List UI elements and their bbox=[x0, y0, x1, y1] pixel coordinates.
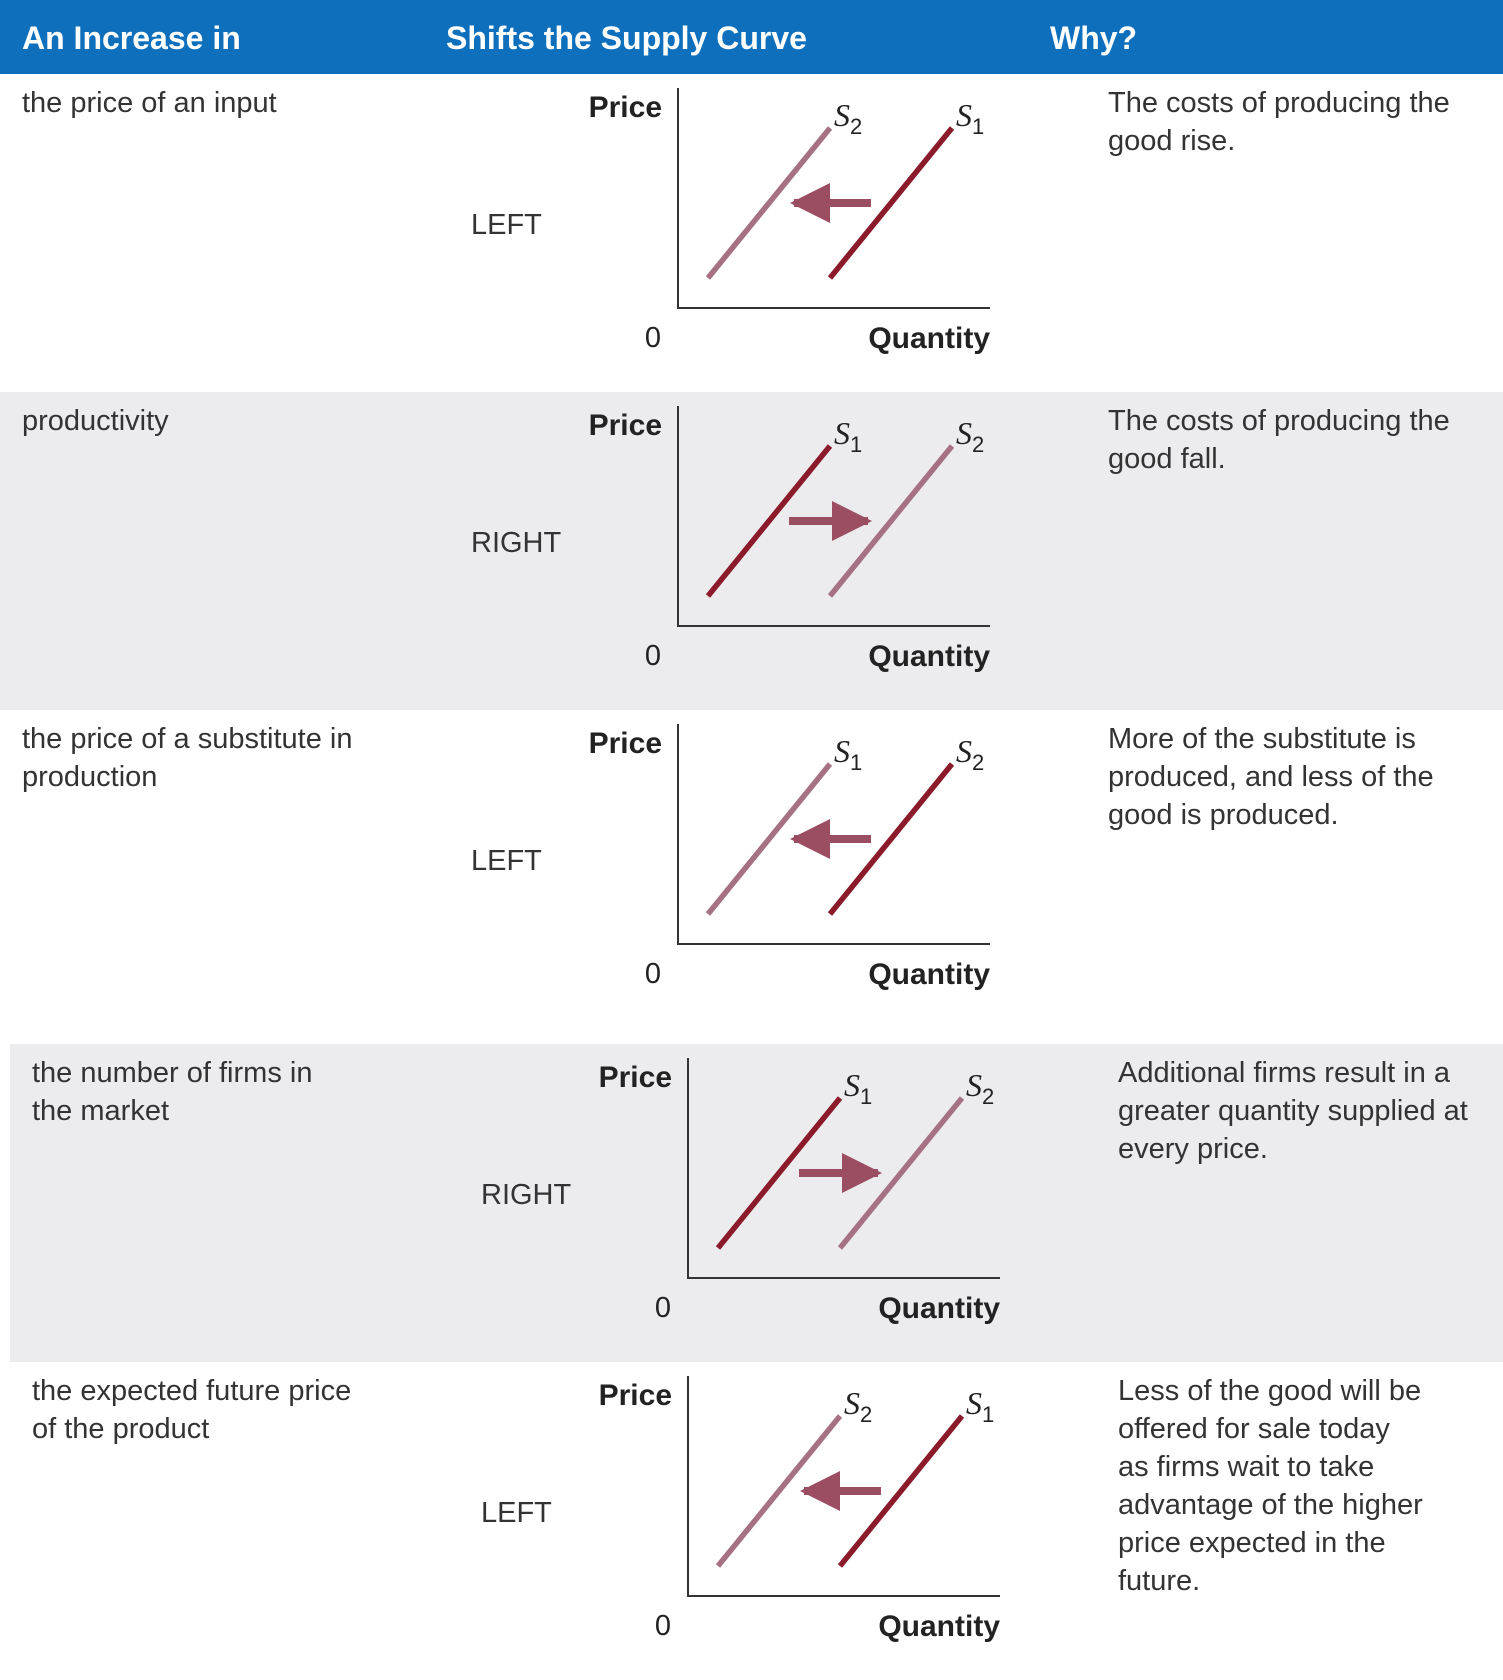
why-line: greater quantity supplied at bbox=[1118, 1095, 1468, 1127]
curve-label-subscript: 2 bbox=[982, 1084, 994, 1109]
why-text: Additional firms result in a greater qua… bbox=[1118, 1054, 1503, 1168]
supply-curve-right bbox=[837, 1096, 965, 1250]
y-axis-label: Price bbox=[589, 409, 662, 442]
curve-label-subscript: 2 bbox=[860, 1402, 872, 1427]
why-line: advantage of the higher bbox=[1118, 1489, 1423, 1521]
origin-label: 0 bbox=[645, 322, 661, 354]
y-axis-label: Price bbox=[589, 91, 662, 124]
why-line: Additional firms result in a bbox=[1118, 1057, 1451, 1089]
why-line: The costs of producing the bbox=[1108, 87, 1450, 119]
x-axis-label: Quantity bbox=[868, 958, 990, 991]
cause-line: the market bbox=[32, 1095, 169, 1127]
shift-direction: RIGHT bbox=[481, 1179, 572, 1211]
header-increase-in: An Increase in bbox=[22, 20, 241, 56]
curve-label-right: S2 bbox=[956, 415, 984, 457]
curve-label-subscript: 2 bbox=[972, 750, 984, 775]
origin-label: 0 bbox=[655, 1610, 671, 1642]
supply-shift-graph: Price Quantity 0 S1 S2 bbox=[589, 724, 990, 991]
supply-curve-left bbox=[715, 1096, 843, 1250]
supply-curve-right bbox=[827, 444, 955, 598]
curve-label-subscript: 2 bbox=[972, 432, 984, 457]
table-header: An Increase in Shifts the Supply Curve W… bbox=[0, 0, 1503, 74]
why-line: price expected in the bbox=[1118, 1527, 1386, 1559]
why-line: Less of the good will be bbox=[1118, 1375, 1422, 1407]
supply-curve-left bbox=[705, 762, 833, 916]
cause-text: the price of an input bbox=[22, 84, 277, 122]
curve-label-subscript: 2 bbox=[850, 114, 862, 139]
shift-direction: RIGHT bbox=[471, 527, 562, 559]
cause-line: of the product bbox=[32, 1413, 210, 1445]
cause-text: the number of firms in the market bbox=[32, 1054, 312, 1130]
cause-line: production bbox=[22, 761, 158, 793]
curve-label-right: S2 bbox=[966, 1067, 994, 1109]
curve-label-subscript: 1 bbox=[860, 1084, 872, 1109]
why-line: good fall. bbox=[1108, 443, 1226, 475]
shift-direction: LEFT bbox=[471, 845, 542, 877]
supply-curve-right bbox=[827, 762, 955, 916]
why-line: good rise. bbox=[1108, 125, 1236, 157]
table-row: the price of an input LEFT The costs of … bbox=[0, 74, 1503, 392]
curve-label-subscript: 1 bbox=[982, 1402, 994, 1427]
why-line: good is produced. bbox=[1108, 799, 1339, 831]
supply-curve-right bbox=[837, 1414, 965, 1568]
curve-label-left: S1 bbox=[844, 1067, 872, 1109]
cause-text: the price of a substitute in production bbox=[22, 720, 352, 796]
cause-line: the expected future price bbox=[32, 1375, 352, 1407]
x-axis-label: Quantity bbox=[868, 322, 990, 355]
header-shifts-supply-curve: Shifts the Supply Curve bbox=[446, 20, 807, 56]
supply-curve-left bbox=[705, 444, 833, 598]
supply-curve-right bbox=[827, 126, 955, 280]
why-line: every price. bbox=[1118, 1133, 1268, 1165]
origin-label: 0 bbox=[645, 640, 661, 672]
x-axis-label: Quantity bbox=[878, 1292, 1000, 1325]
curve-label-right: S1 bbox=[956, 97, 984, 139]
supply-curve-left bbox=[705, 126, 833, 280]
curve-label-subscript: 1 bbox=[850, 432, 862, 457]
why-line: future. bbox=[1118, 1565, 1201, 1597]
shift-direction: LEFT bbox=[481, 1497, 552, 1529]
y-axis-label: Price bbox=[599, 1379, 672, 1412]
curve-label-right: S1 bbox=[966, 1385, 994, 1427]
shift-direction: LEFT bbox=[471, 209, 542, 241]
cause-line: the price of an input bbox=[22, 87, 277, 119]
curve-label-left: S2 bbox=[834, 97, 862, 139]
y-axis-label: Price bbox=[599, 1061, 672, 1094]
why-line: offered for sale today bbox=[1118, 1413, 1390, 1445]
header-why: Why? bbox=[1050, 20, 1138, 56]
why-line: More of the substitute is bbox=[1108, 723, 1416, 755]
why-line: produced, and less of the bbox=[1108, 761, 1434, 793]
why-text: Less of the good will be offered for sal… bbox=[1118, 1372, 1503, 1600]
cause-text: productivity bbox=[22, 402, 169, 440]
cause-line: productivity bbox=[22, 405, 169, 437]
cause-line: the number of firms in bbox=[32, 1057, 313, 1089]
why-text: The costs of producing the good fall. bbox=[1108, 402, 1498, 478]
why-line: The costs of producing the bbox=[1108, 405, 1450, 437]
supply-shift-graph: Price Quantity 0 S2 S1 bbox=[599, 1376, 1000, 1643]
why-line: as firms wait to take bbox=[1118, 1451, 1375, 1483]
origin-label: 0 bbox=[645, 958, 661, 990]
x-axis-label: Quantity bbox=[868, 640, 990, 673]
curve-label-right: S2 bbox=[956, 733, 984, 775]
curve-label-subscript: 1 bbox=[972, 114, 984, 139]
curve-label-left: S2 bbox=[844, 1385, 872, 1427]
x-axis-label: Quantity bbox=[878, 1610, 1000, 1643]
supply-shift-graph: Price Quantity 0 S1 S2 bbox=[589, 406, 990, 673]
table-row: the expected future price of the product… bbox=[10, 1362, 1503, 1659]
table-row: the price of a substitute in production … bbox=[0, 710, 1503, 1044]
cause-line: the price of a substitute in bbox=[22, 723, 353, 755]
table-row: productivity RIGHT The costs of producin… bbox=[0, 392, 1503, 710]
curve-label-subscript: 1 bbox=[850, 750, 862, 775]
why-text: The costs of producing the good rise. bbox=[1108, 84, 1498, 160]
curve-label-left: S1 bbox=[834, 733, 862, 775]
why-text: More of the substitute is produced, and … bbox=[1108, 720, 1498, 834]
origin-label: 0 bbox=[655, 1292, 671, 1324]
table-row: the number of firms in the market RIGHT … bbox=[10, 1044, 1503, 1362]
supply-shift-graph: Price Quantity 0 S1 S2 bbox=[599, 1058, 1000, 1325]
supply-shift-graph: Price Quantity 0 S2 S1 bbox=[589, 88, 990, 355]
y-axis-label: Price bbox=[589, 727, 662, 760]
curve-label-left: S1 bbox=[834, 415, 862, 457]
cause-text: the expected future price of the product bbox=[32, 1372, 351, 1448]
supply-curve-left bbox=[715, 1414, 843, 1568]
